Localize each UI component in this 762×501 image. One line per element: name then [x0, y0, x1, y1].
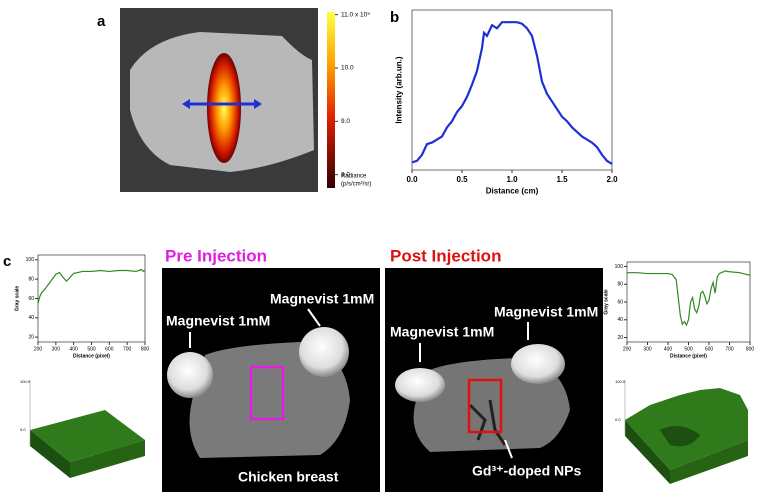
- x-tick-label: 0.5: [456, 175, 468, 184]
- x-tick-label: 400: [69, 346, 78, 352]
- y-tick-label: 80: [617, 282, 623, 288]
- line: [411, 21, 613, 165]
- pre-title: Pre Injection: [165, 246, 267, 265]
- x-tick-label: 700: [725, 346, 734, 352]
- x-tick-label: 200: [34, 346, 43, 352]
- y-tick-label: 20: [617, 335, 623, 341]
- tissue-label: Chicken breast: [238, 469, 339, 485]
- panel-label: b: [390, 9, 399, 26]
- vial-label: Magnevist 1mM: [390, 324, 494, 340]
- y-tick-label: 20: [28, 334, 34, 340]
- x-axis-label: Distance (pixel): [73, 353, 110, 359]
- z-label: 100.0: [20, 379, 31, 384]
- colorbar-label: 11.0 x 10⁹: [341, 11, 370, 18]
- x-tick-label: 1.0: [506, 175, 518, 184]
- z-label: 0.0: [20, 427, 26, 432]
- plot-frame: [411, 9, 613, 171]
- arrow: [504, 439, 513, 459]
- x-tick-label: 500: [684, 346, 693, 352]
- tissue-label: Gd³⁺-doped NPs: [472, 463, 581, 479]
- surface-side: [670, 440, 748, 484]
- vial: [167, 352, 213, 398]
- y-axis-label: Gray scale: [14, 286, 20, 312]
- x-tick-label: 200: [623, 346, 632, 352]
- surface-side: [70, 440, 145, 478]
- colorbar: [327, 12, 335, 188]
- vial: [299, 327, 349, 377]
- panel-label: c: [3, 253, 11, 270]
- vial-label: Magnevist 1mM: [166, 313, 270, 329]
- surface-side: [625, 420, 670, 484]
- colorbar-label: 10.0: [341, 65, 354, 72]
- colorbar-label: 8.0: [341, 171, 350, 178]
- vial-label: Magnevist 1mM: [494, 304, 598, 320]
- surface-dip: [660, 426, 700, 447]
- signal: [207, 53, 241, 163]
- y-tick-label: 40: [617, 317, 623, 323]
- y-tick-label: 100: [26, 257, 35, 263]
- y-tick-label: 60: [28, 296, 34, 302]
- y-tick-label: 80: [28, 276, 34, 282]
- x-axis-label: Distance (cm): [486, 186, 539, 195]
- post-title: Post Injection: [390, 246, 501, 265]
- x-tick-label: 800: [746, 346, 755, 352]
- surface-side: [30, 430, 70, 478]
- x-tick-label: 300: [643, 346, 652, 352]
- arrow: [307, 308, 321, 327]
- line: [627, 270, 751, 327]
- x-tick-label: 1.5: [556, 175, 568, 184]
- line: [37, 268, 146, 304]
- roi: [249, 365, 285, 421]
- vial-label: Magnevist 1mM: [270, 291, 374, 307]
- z-label: 100.0: [615, 379, 626, 384]
- x-tick-label: 0.0: [406, 175, 418, 184]
- y-tick-label: 60: [617, 299, 623, 305]
- panel-label: a: [97, 13, 106, 30]
- y-axis-label: Gray scale: [603, 289, 609, 315]
- y-tick-label: 40: [28, 315, 34, 321]
- x-tick-label: 700: [123, 346, 132, 352]
- roi: [467, 378, 503, 434]
- x-tick-label: 500: [87, 346, 96, 352]
- colorbar-label: 9.0: [341, 118, 350, 125]
- vial: [511, 344, 565, 384]
- plot-frame: [626, 261, 751, 343]
- arrow-head: [182, 99, 190, 109]
- x-tick-label: 600: [105, 346, 114, 352]
- x-axis-label: Distance (pixel): [670, 353, 707, 359]
- arrow-head: [254, 99, 262, 109]
- vial: [395, 368, 445, 402]
- x-tick-label: 300: [52, 346, 61, 352]
- x-tick-label: 600: [705, 346, 714, 352]
- y-tick-label: 100: [615, 264, 624, 270]
- x-tick-label: 800: [141, 346, 150, 352]
- colorbar-title: (p/s/cm²/sr): [341, 182, 371, 188]
- z-label: 0.0: [615, 417, 621, 422]
- colorbar-title: Radiance: [341, 174, 367, 180]
- plot-frame: [37, 254, 146, 343]
- x-tick-label: 2.0: [606, 175, 618, 184]
- contrast: [468, 399, 507, 446]
- y-axis-label: Intensity (arb.un.): [394, 56, 403, 123]
- surface-top: [30, 410, 145, 462]
- x-tick-label: 400: [664, 346, 673, 352]
